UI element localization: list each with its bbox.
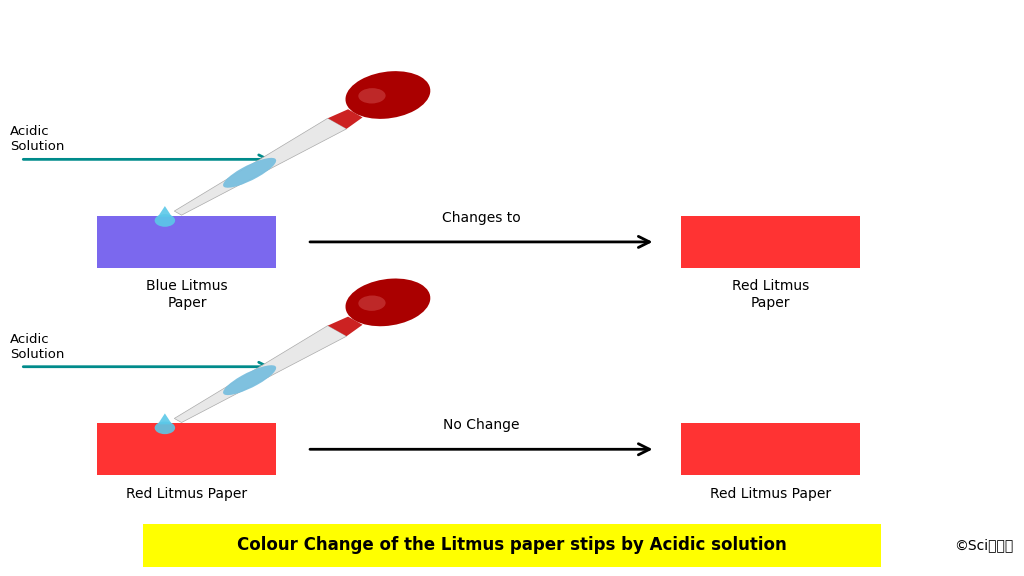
Text: No Change: No Change [443, 418, 519, 432]
FancyBboxPatch shape [681, 423, 860, 475]
Text: Acidic
Solution: Acidic Solution [10, 125, 65, 153]
Ellipse shape [155, 214, 175, 227]
FancyBboxPatch shape [681, 216, 860, 268]
Polygon shape [328, 317, 362, 336]
Ellipse shape [345, 279, 430, 326]
Ellipse shape [223, 158, 276, 188]
Polygon shape [158, 206, 172, 217]
Text: Blue Litmus
Paper: Blue Litmus Paper [146, 279, 227, 309]
Text: Changes to: Changes to [442, 211, 520, 225]
Text: Colour Change of the Litmus paper stips by Acidic solution: Colour Change of the Litmus paper stips … [238, 536, 786, 555]
Text: Acidic
Solution: Acidic Solution [10, 332, 65, 361]
Ellipse shape [155, 422, 175, 434]
Text: ©Sciक्ष: ©Sciक्ष [954, 539, 1014, 552]
Text: Red Litmus Paper: Red Litmus Paper [710, 487, 831, 501]
Polygon shape [174, 118, 347, 215]
Polygon shape [174, 325, 347, 423]
Polygon shape [328, 109, 362, 129]
FancyBboxPatch shape [97, 216, 276, 268]
Ellipse shape [345, 71, 430, 119]
Polygon shape [158, 414, 172, 425]
Ellipse shape [358, 295, 386, 311]
Text: Red Litmus
Paper: Red Litmus Paper [732, 279, 809, 309]
Ellipse shape [358, 88, 386, 104]
FancyBboxPatch shape [143, 524, 881, 567]
Text: Red Litmus Paper: Red Litmus Paper [126, 487, 248, 501]
Ellipse shape [223, 365, 276, 395]
FancyBboxPatch shape [97, 423, 276, 475]
